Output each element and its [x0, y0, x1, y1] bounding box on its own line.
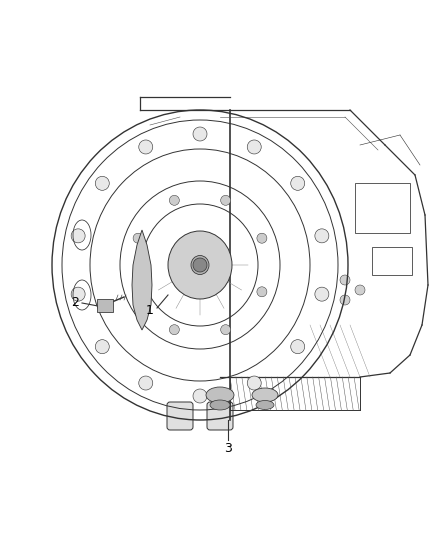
Polygon shape	[132, 230, 152, 330]
FancyBboxPatch shape	[207, 402, 233, 430]
Circle shape	[71, 287, 85, 301]
Ellipse shape	[252, 388, 278, 402]
Circle shape	[95, 340, 109, 354]
Circle shape	[291, 340, 305, 354]
Circle shape	[139, 140, 153, 154]
Text: 1: 1	[146, 303, 154, 317]
Circle shape	[257, 287, 267, 297]
FancyBboxPatch shape	[167, 402, 193, 430]
Circle shape	[291, 176, 305, 190]
Ellipse shape	[256, 400, 274, 409]
Circle shape	[139, 376, 153, 390]
Circle shape	[193, 389, 207, 403]
Circle shape	[221, 195, 231, 205]
Circle shape	[355, 285, 365, 295]
Circle shape	[257, 233, 267, 243]
Ellipse shape	[210, 400, 230, 410]
Circle shape	[95, 176, 109, 190]
Circle shape	[193, 127, 207, 141]
Ellipse shape	[168, 231, 232, 299]
FancyBboxPatch shape	[97, 299, 113, 312]
Circle shape	[170, 195, 179, 205]
Circle shape	[247, 140, 261, 154]
Text: 2: 2	[71, 295, 79, 309]
Circle shape	[71, 229, 85, 243]
Circle shape	[340, 295, 350, 305]
Circle shape	[315, 229, 329, 243]
Ellipse shape	[206, 387, 234, 403]
Circle shape	[340, 275, 350, 285]
Circle shape	[133, 287, 143, 297]
Circle shape	[315, 287, 329, 301]
Ellipse shape	[191, 255, 209, 274]
Circle shape	[193, 258, 207, 272]
Circle shape	[133, 233, 143, 243]
Circle shape	[221, 325, 231, 335]
Circle shape	[247, 376, 261, 390]
Circle shape	[170, 325, 179, 335]
Text: 3: 3	[224, 441, 232, 455]
